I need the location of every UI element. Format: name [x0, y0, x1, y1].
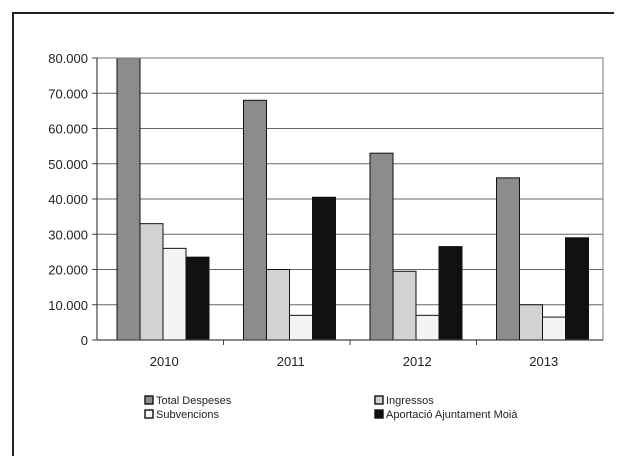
bar — [392, 270, 417, 341]
bar — [266, 269, 290, 341]
legend-swatch — [144, 395, 154, 405]
y-tick-label: 20.000 — [48, 263, 88, 278]
x-tick-label: 2011 — [277, 354, 305, 369]
bar — [116, 57, 141, 341]
legend-label: Total Despeses — [156, 395, 232, 407]
x-tick-label: 2013 — [529, 354, 558, 369]
bar — [496, 177, 520, 341]
bar — [139, 223, 164, 341]
y-tick-label: 60.000 — [48, 122, 88, 137]
bar — [519, 304, 543, 341]
legend-label: Ingressos — [386, 395, 434, 407]
bar — [415, 314, 440, 341]
bar — [369, 152, 394, 341]
y-tick-label: 80.000 — [48, 51, 88, 66]
x-tick-label: 2010 — [150, 354, 179, 369]
bar — [565, 237, 589, 341]
legend-item: Ingressos — [374, 395, 434, 407]
legend-item: Total Despeses — [144, 395, 232, 407]
y-tick-label: 50.000 — [48, 157, 88, 172]
y-tick-label: 40.000 — [48, 192, 88, 207]
bar — [185, 256, 210, 341]
bar — [289, 314, 313, 341]
legend-swatch — [374, 395, 384, 405]
legend-swatch — [144, 409, 154, 419]
legend-swatch — [374, 409, 384, 419]
legend-label: Subvencions — [156, 409, 219, 421]
bar — [162, 247, 187, 341]
bar — [312, 196, 336, 341]
bar — [243, 99, 267, 341]
y-tick-label: 30.000 — [48, 227, 88, 242]
bar — [542, 316, 566, 341]
legend-item: Subvencions — [144, 409, 219, 421]
legend-label: Aportació Ajuntament Moià — [386, 409, 518, 421]
x-tick-label: 2012 — [403, 354, 432, 369]
y-tick-label: 10.000 — [48, 298, 88, 313]
y-tick-label: 0 — [81, 333, 88, 348]
legend-item: Aportació Ajuntament Moià — [374, 409, 518, 421]
y-tick-label: 70.000 — [48, 86, 88, 101]
bar — [438, 246, 463, 341]
